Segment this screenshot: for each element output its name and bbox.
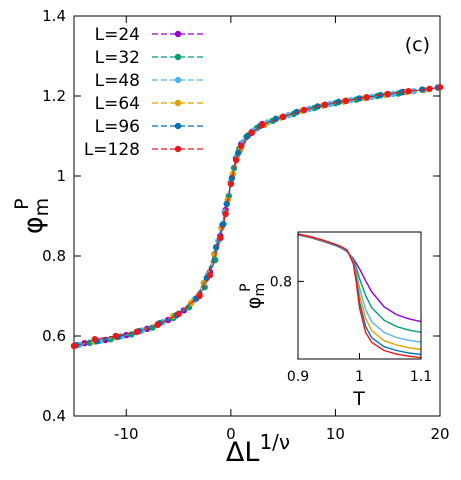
x-axis-label: ΔL1/ν <box>226 430 290 468</box>
data-point-l-128 <box>232 156 240 164</box>
legend: L=24 L=32 L=48 L=64 L=96 L=128 <box>84 25 204 160</box>
panel-label: (c) <box>405 34 430 56</box>
data-point-l-96 <box>219 221 226 228</box>
inset-y-axis-label-superscript: P <box>238 283 254 291</box>
x-tick-label: 10 <box>326 425 345 443</box>
legend-swatch-marker <box>174 145 182 153</box>
x-tick-label: 0 <box>226 425 236 443</box>
data-point-l-128 <box>154 321 161 328</box>
data-point-l-128 <box>259 121 266 128</box>
y-tick-label: 0.6 <box>42 327 66 345</box>
data-point-l-128 <box>217 234 224 242</box>
y-tick-label: 0.8 <box>42 247 66 265</box>
inset-x-tick-label: 1 <box>355 369 364 385</box>
x-axis-label-exponent: 1/ν <box>259 430 290 454</box>
data-point-l-128 <box>238 142 245 150</box>
data-point-l-128 <box>405 88 412 95</box>
x-tick-label: -10 <box>114 425 139 443</box>
inset-y-axis-label-main: φ <box>243 297 265 310</box>
data-point-l-128 <box>363 94 370 101</box>
x-tick-label: 20 <box>430 425 449 443</box>
data-point-l-128 <box>222 210 229 218</box>
inset-x-axis-label: T <box>352 388 365 410</box>
y-tick-label: 1.2 <box>42 87 66 105</box>
data-point-l-128 <box>175 310 182 318</box>
data-point-l-128 <box>321 101 329 109</box>
y-axis-label-main: φ <box>18 216 49 234</box>
main-plot-frame <box>73 15 441 417</box>
legend-label: L=24 <box>95 25 140 45</box>
legend-item-l-24: L=24 <box>95 25 204 45</box>
legend-swatch-marker <box>174 99 182 107</box>
legend-swatch-marker <box>174 30 182 38</box>
inset-y-axis-label-subscript: m <box>252 283 268 297</box>
inset-x-tick-label: 1.1 <box>410 369 432 385</box>
legend-item-l-48: L=48 <box>95 71 204 91</box>
series-line-l-128 <box>73 86 441 347</box>
data-point-l-96 <box>223 200 230 208</box>
data-point-l-96 <box>228 174 236 182</box>
y-axis-label: φmP <box>11 198 53 234</box>
legend-swatch-marker <box>174 53 182 61</box>
data-point-l-96 <box>335 98 342 106</box>
legend-item-l-96: L=96 <box>95 117 204 137</box>
y-axis-label-superscript: P <box>11 198 33 209</box>
legend-label: L=32 <box>95 48 140 68</box>
x-axis-label-main: ΔL <box>226 437 260 468</box>
data-point-l-128 <box>133 328 140 336</box>
legend-swatch-marker <box>174 122 182 130</box>
series-l-128 <box>70 84 444 350</box>
inset-x-tick-label: 0.9 <box>287 369 309 385</box>
data-point-l-128 <box>300 106 308 114</box>
svg-text:φmP: φmP <box>238 283 268 309</box>
data-point-l-128 <box>384 90 391 98</box>
y-tick-label: 1.4 <box>42 7 66 25</box>
y-tick-label: 0.4 <box>42 407 66 425</box>
data-point-l-128 <box>206 272 214 279</box>
data-point-l-128 <box>426 85 433 93</box>
legend-label: L=128 <box>84 140 140 160</box>
data-point-l-128 <box>436 84 444 91</box>
data-point-l-128 <box>279 113 287 121</box>
data-point-l-128 <box>342 97 350 105</box>
data-point-l-128 <box>248 129 255 136</box>
y-axis-label-subscript: m <box>31 198 53 217</box>
data-point-l-96 <box>398 89 405 96</box>
svg-text:φmP: φmP <box>11 198 53 234</box>
legend-label: L=96 <box>95 117 140 137</box>
legend-item-l-64: L=64 <box>95 94 204 114</box>
data-point-l-128 <box>91 336 99 343</box>
data-point-l-128 <box>70 342 78 350</box>
legend-label: L=48 <box>95 71 140 91</box>
legend-item-l-128: L=128 <box>84 140 204 160</box>
legend-item-l-32: L=32 <box>95 48 204 68</box>
data-point-l-128 <box>112 332 120 340</box>
inset-y-tick-label: 0.8 <box>270 274 292 290</box>
legend-swatch-marker <box>174 76 182 84</box>
y-tick-label: 1 <box>56 167 66 185</box>
inset-y-axis-label: φmP <box>238 283 268 309</box>
data-point-l-128 <box>196 292 203 300</box>
inset-series-line-l-128 <box>297 233 422 359</box>
legend-label: L=64 <box>95 94 140 114</box>
data-point-l-128 <box>227 180 235 188</box>
